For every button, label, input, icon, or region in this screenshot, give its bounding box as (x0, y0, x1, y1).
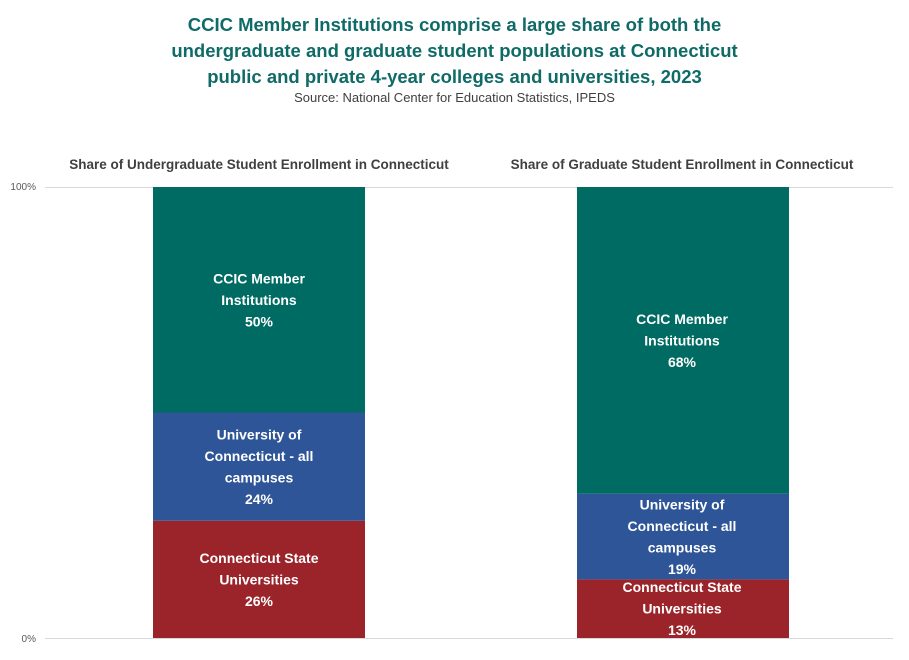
panel-title: Share of Undergraduate Student Enrollmen… (69, 157, 449, 172)
y-tick-label: 100% (10, 182, 36, 193)
data-label: Institutions (221, 292, 297, 308)
chart-title-line: undergraduate and graduate student popul… (171, 40, 738, 61)
data-label: 19% (668, 561, 697, 577)
chart-title-line: public and private 4-year colleges and u… (207, 66, 702, 87)
data-label: 24% (245, 491, 274, 507)
segment-csu-bar (577, 579, 789, 638)
data-label: Universities (642, 601, 722, 617)
data-label: University of (640, 496, 725, 512)
data-label: 50% (245, 313, 274, 329)
data-label: CCIC Member (213, 270, 305, 286)
data-label: 26% (245, 593, 274, 609)
data-label: Connecticut State (622, 579, 741, 595)
segment-uconn-bar (577, 493, 789, 580)
data-label: CCIC Member (636, 311, 728, 327)
data-label: campuses (648, 539, 717, 555)
data-label: Connecticut - all (205, 448, 314, 464)
segment-ccic-bar (153, 187, 365, 413)
data-label: University of (217, 426, 302, 442)
data-label: Universities (219, 571, 299, 587)
data-label: Connecticut State (199, 550, 318, 566)
source-note: Source: National Center for Education St… (294, 90, 615, 105)
chart-title-line: CCIC Member Institutions comprise a larg… (187, 14, 722, 35)
data-label: 68% (668, 354, 697, 370)
segment-csu-bar (153, 520, 365, 638)
data-label: Institutions (644, 332, 720, 348)
data-label: 13% (668, 622, 697, 638)
segment-ccic-bar (577, 187, 789, 494)
data-label: Connecticut - all (628, 518, 737, 534)
y-tick-label: 0% (22, 634, 37, 645)
data-label: campuses (225, 469, 294, 485)
panel-title: Share of Graduate Student Enrollment in … (511, 157, 854, 172)
segment-uconn-bar (153, 412, 365, 521)
chart-title: CCIC Member Institutions comprise a larg… (0, 12, 909, 90)
